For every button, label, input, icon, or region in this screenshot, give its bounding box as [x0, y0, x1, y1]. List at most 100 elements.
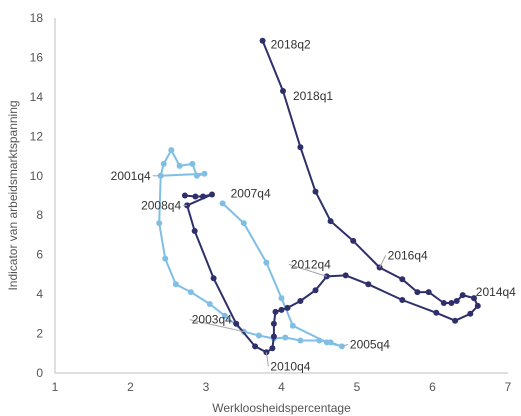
data-point — [342, 272, 349, 279]
x-axis-title: Werkloosheidspercentage — [212, 401, 351, 415]
data-point — [467, 310, 474, 317]
data-point — [168, 147, 175, 154]
data-point — [240, 220, 247, 227]
y-tick-label: 8 — [36, 208, 43, 222]
annotation-label: 2003q4 — [192, 313, 232, 327]
y-tick-label: 4 — [36, 287, 43, 301]
data-point — [474, 302, 481, 309]
data-point — [459, 292, 466, 299]
annotation-leader — [288, 263, 327, 277]
annotation-label: 2001q4 — [111, 169, 151, 183]
data-point — [278, 295, 285, 302]
series-line — [158, 149, 343, 348]
annotation-leader — [379, 255, 387, 268]
series-2 — [181, 37, 481, 356]
data-point — [297, 144, 304, 151]
y-tick-label: 18 — [30, 11, 44, 25]
data-point — [365, 281, 372, 288]
data-point — [252, 343, 259, 350]
data-point — [272, 308, 279, 315]
data-point — [270, 333, 277, 340]
x-tick-label: 2 — [127, 380, 134, 394]
annotation-label: 2016q4 — [388, 248, 428, 262]
y-tick-label: 6 — [36, 248, 43, 262]
data-point — [312, 188, 319, 195]
data-point — [399, 276, 406, 283]
data-point — [448, 300, 455, 306]
data-point — [338, 343, 345, 350]
data-point — [200, 193, 206, 200]
y-tick-label: 12 — [30, 129, 44, 143]
data-point — [160, 160, 167, 167]
annotation-label: 2012q4 — [291, 257, 331, 271]
x-tick-label: 1 — [52, 380, 59, 394]
data-point — [255, 332, 262, 339]
data-point — [280, 88, 286, 94]
data-point — [414, 289, 421, 296]
data-point — [350, 237, 357, 244]
data-point — [297, 337, 304, 344]
data-point — [270, 320, 277, 327]
data-point — [440, 300, 447, 306]
data-point — [189, 160, 196, 167]
y-tick-label: 0 — [36, 366, 43, 380]
data-point — [259, 37, 266, 44]
data-point — [471, 295, 477, 302]
y-tick-label: 14 — [30, 90, 44, 104]
annotation-label: 2018q1 — [293, 89, 333, 103]
data-point — [201, 170, 208, 177]
data-point — [193, 172, 200, 179]
annotation-leader — [341, 343, 349, 347]
data-point — [210, 275, 217, 282]
data-point — [452, 317, 459, 324]
annotation-label: 2007q4 — [231, 186, 271, 200]
data-point — [162, 255, 169, 262]
data-point — [263, 259, 270, 266]
x-tick-label: 6 — [429, 380, 436, 394]
x-tick-label: 4 — [278, 380, 285, 394]
data-point — [209, 191, 215, 198]
x-tick-label: 7 — [505, 380, 512, 394]
data-point — [233, 320, 240, 327]
data-point — [453, 298, 460, 304]
annotation-label: 2018q2 — [271, 38, 311, 52]
data-point — [316, 337, 323, 344]
annotation-label: 2014q4 — [476, 285, 516, 299]
data-point — [289, 322, 296, 329]
data-point — [327, 218, 334, 225]
data-point — [376, 264, 383, 271]
data-point — [278, 306, 285, 313]
y-axis-title: Indicator van arbeidsmarktspanning — [6, 100, 20, 290]
data-point — [187, 289, 194, 296]
annotation-leader — [265, 352, 269, 367]
y-tick-label: 2 — [36, 327, 43, 341]
data-point — [399, 297, 406, 303]
y-tick-label: 16 — [30, 50, 44, 64]
x-tick-label: 5 — [354, 380, 361, 394]
annotation-leader — [189, 319, 244, 333]
data-point — [181, 192, 188, 199]
series-layer — [156, 37, 481, 356]
data-point — [425, 289, 432, 296]
series-line — [184, 40, 479, 354]
data-point — [323, 273, 330, 280]
x-tick-label: 3 — [203, 380, 210, 394]
y-tick-label: 10 — [30, 169, 44, 183]
annotation-label: 2010q4 — [270, 359, 310, 373]
data-point — [176, 162, 183, 169]
annotation-label: 2005q4 — [350, 337, 390, 351]
data-point — [192, 193, 199, 200]
data-point — [433, 309, 440, 316]
data-point — [297, 298, 304, 304]
data-point — [206, 301, 213, 307]
data-point — [172, 281, 179, 288]
annotation-layer: 2018q2 2018q1 2001q4 2008q4 2007q4 2016q4 2012… — [111, 38, 517, 374]
annotation-label: 2008q4 — [141, 198, 181, 212]
data-point — [156, 220, 163, 227]
data-point — [219, 200, 226, 207]
data-point — [312, 287, 319, 294]
series-1 — [156, 147, 345, 350]
data-point — [284, 304, 291, 311]
